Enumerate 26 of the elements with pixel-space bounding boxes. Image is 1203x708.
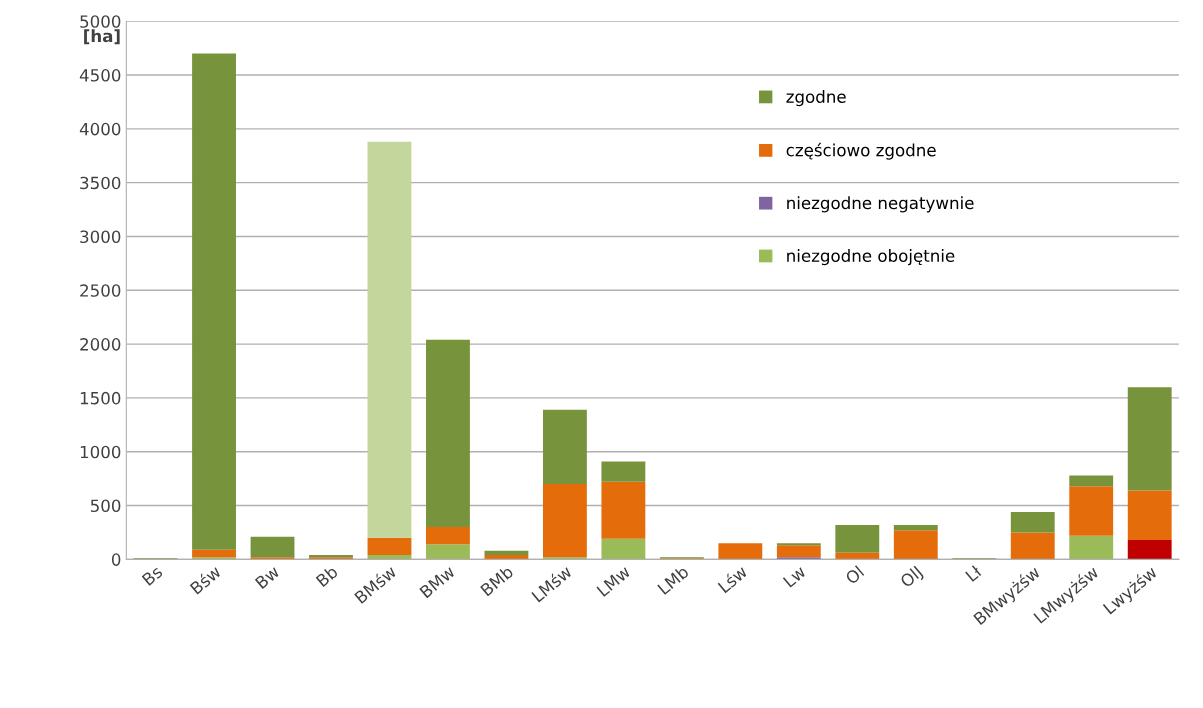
legend-label: częściowo zgodne — [786, 142, 936, 160]
y-tick-label: 500 — [90, 499, 121, 513]
x-tick-label: Bs — [141, 565, 164, 586]
y-tick-label: 1000 — [80, 445, 121, 459]
legend-label: niezgodne negatywnie — [787, 196, 974, 213]
y-tick-label: 5000 — [80, 15, 121, 28]
legend-label: zgodne — [786, 90, 846, 107]
y-tick-label: 2000 — [80, 338, 121, 351]
x-tick-label: Lśw — [716, 564, 749, 594]
y-tick-label: 1500 — [80, 391, 121, 405]
x-tick-label: Lw — [782, 565, 807, 588]
y-tick-label: 3000 — [80, 230, 121, 244]
x-tick-label: BMb — [479, 564, 515, 597]
y-axis-title: [ha] — [84, 29, 120, 45]
y-tick-label: 4000 — [79, 122, 121, 136]
x-tick-label: Bw — [254, 565, 281, 589]
x-tick-label: Bśw — [189, 564, 222, 595]
y-tick-label: 0 — [111, 553, 121, 566]
x-tick-label: Ol — [844, 565, 865, 585]
x-tick-label: Bb — [315, 564, 339, 588]
y-tick-label: 4500 — [79, 69, 121, 82]
legend-label: niezgodne obojętnie — [787, 249, 955, 266]
y-tick-label: 2500 — [80, 284, 121, 297]
x-tick-label: OlJ — [899, 565, 925, 591]
y-tick-label: 3500 — [80, 176, 121, 190]
x-tick-label: LMb — [656, 564, 690, 596]
